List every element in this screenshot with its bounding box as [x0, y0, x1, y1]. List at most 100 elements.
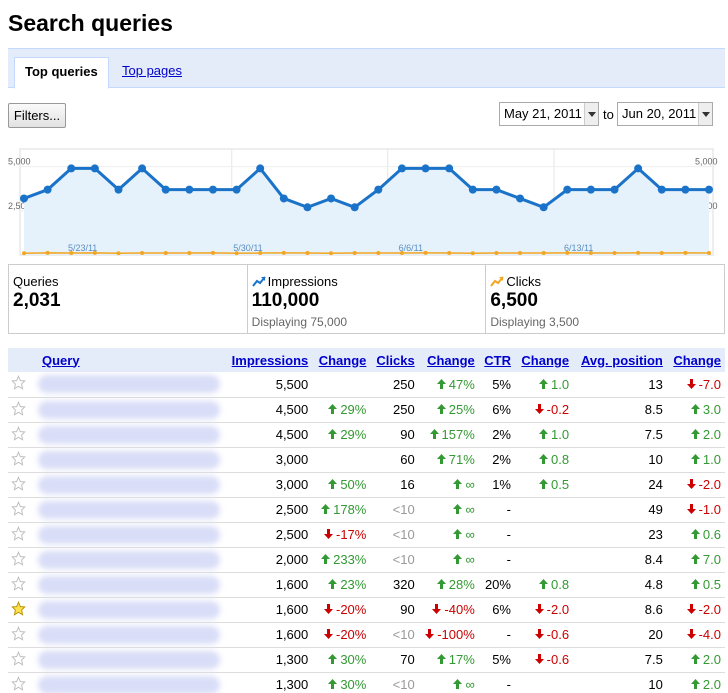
col-ctr[interactable]: CTR [484, 352, 511, 368]
impressions-point [256, 164, 265, 173]
col-ctr-change[interactable]: Change [521, 352, 570, 368]
arrow-up-icon [690, 429, 700, 442]
star-filled-icon[interactable] [8, 597, 34, 623]
clicks-point [399, 251, 404, 256]
clicks-point [305, 251, 310, 256]
col-clicks[interactable]: Clicks [376, 352, 415, 368]
ctr-change-cell: -0.2 [514, 397, 574, 423]
table-row[interactable]: 5,500 250 47% 5% 1.0 13 -7.0 [8, 372, 725, 398]
arrow-up-icon [690, 529, 700, 542]
table-row[interactable]: 2,000 233% <10 ∞ - 8.4 7.0 [8, 547, 725, 573]
impressions-point [67, 164, 76, 173]
star-icon[interactable] [8, 447, 34, 473]
date-to-value: Jun 20, 2011 [622, 106, 697, 121]
blurred-query [38, 625, 220, 644]
table-row[interactable]: 1,600 -20% 90 -40% 6% -2.0 8.6 -2.0 [8, 597, 725, 623]
arrow-up-icon [690, 654, 700, 667]
table-row[interactable]: 1,300 30% <10 ∞ - 10 2.0 [8, 672, 725, 693]
star-icon[interactable] [8, 622, 34, 648]
arrow-up-icon [453, 554, 463, 567]
query-cell[interactable] [34, 647, 224, 673]
impressions-point [350, 203, 359, 212]
query-cell[interactable] [34, 422, 224, 448]
star-icon[interactable] [8, 647, 34, 673]
star-icon[interactable] [8, 522, 34, 548]
clicks-change-cell: -40% [418, 597, 479, 623]
star-icon[interactable] [8, 397, 34, 423]
star-icon[interactable] [8, 547, 34, 573]
table-row[interactable]: 4,500 29% 250 25% 6% -0.2 8.5 3.0 [8, 397, 725, 423]
tab-top-pages[interactable]: Top pages [122, 63, 182, 78]
clicks-point [541, 251, 546, 256]
impressions-point [610, 185, 619, 194]
star-icon[interactable] [8, 497, 34, 523]
date-to-select[interactable]: Jun 20, 2011 [617, 102, 713, 126]
query-cell[interactable] [34, 547, 224, 573]
query-cell[interactable] [34, 622, 224, 648]
star-icon[interactable] [8, 422, 34, 448]
query-cell[interactable] [34, 472, 224, 498]
col-clk-change[interactable]: Change [427, 352, 475, 368]
query-cell[interactable] [34, 672, 224, 693]
stat-clicks[interactable]: Clicks 6,500 Displaying 3,500 [486, 265, 724, 333]
clicks-point [163, 251, 168, 256]
impressions-cell: 1,300 [224, 672, 313, 693]
filters-button[interactable]: Filters... [8, 103, 66, 128]
table-row[interactable]: 1,600 23% 320 28% 20% 0.8 4.8 0.5 [8, 572, 725, 598]
star-icon[interactable] [8, 672, 34, 693]
impressions-change-cell: 178% [312, 497, 371, 523]
impressions-change-cell: 233% [312, 547, 371, 573]
clicks-point [447, 251, 452, 256]
col-avg-position[interactable]: Avg. position [580, 352, 663, 368]
date-from-select[interactable]: May 21, 2011 [499, 102, 599, 126]
arrow-up-icon [328, 679, 338, 692]
clicks-point [683, 250, 688, 255]
star-icon[interactable] [8, 372, 34, 398]
col-query[interactable]: Query [42, 352, 80, 368]
table-row[interactable]: 2,500 -17% <10 ∞ - 23 0.6 [8, 522, 725, 548]
impressions-point [90, 164, 99, 173]
query-cell[interactable] [34, 597, 224, 623]
impressions-point [468, 185, 477, 194]
query-cell[interactable] [34, 572, 224, 598]
page-title: Search queries [8, 10, 173, 36]
clicks-cell: <10 [370, 672, 419, 693]
impressions-cell: 2,500 [224, 522, 313, 548]
star-icon[interactable] [8, 472, 34, 498]
impressions-cell: 2,500 [224, 497, 313, 523]
position-change-cell: 3.0 [666, 397, 725, 423]
query-cell[interactable] [34, 372, 224, 398]
table-row[interactable]: 4,500 29% 90 157% 2% 1.0 7.5 2.0 [8, 422, 725, 448]
clicks-point [707, 251, 711, 256]
stat-impressions[interactable]: Impressions 110,000 Displaying 75,000 [248, 265, 487, 333]
impressions-cell: 1,600 [224, 572, 313, 598]
col-pos-change[interactable]: Change [673, 352, 721, 368]
impressions-point [185, 185, 194, 194]
table-row[interactable]: 2,500 178% <10 ∞ - 49 -1.0 [8, 497, 725, 523]
arrow-down-icon [686, 479, 696, 492]
table-row[interactable]: 3,000 60 71% 2% 0.8 10 1.0 [8, 447, 725, 473]
query-cell[interactable] [34, 447, 224, 473]
blurred-query [38, 500, 220, 519]
table-row[interactable]: 3,000 50% 16 ∞ 1% 0.5 24 -2.0 [8, 472, 725, 498]
query-cell[interactable] [34, 497, 224, 523]
star-icon[interactable] [8, 572, 34, 598]
blurred-query [38, 525, 220, 544]
query-cell[interactable] [34, 522, 224, 548]
blurred-query [38, 450, 220, 469]
table-row[interactable]: 1,600 -20% <10 -100% - -0.6 20 -4.0 [8, 622, 725, 648]
impressions-cell: 4,500 [224, 397, 313, 423]
tab-top-queries[interactable]: Top queries [14, 57, 109, 89]
avg-position-cell: 7.5 [573, 422, 667, 448]
col-impressions[interactable]: Impressions [231, 352, 309, 368]
impressions-point [138, 164, 147, 173]
ctr-cell: 2% [478, 447, 515, 473]
ctr-change-cell: -0.6 [514, 622, 574, 648]
table-row[interactable]: 1,300 30% 70 17% 5% -0.6 7.5 2.0 [8, 647, 725, 673]
col-imp-change[interactable]: Change [318, 352, 367, 368]
stat-impressions-label: Impressions [267, 274, 338, 289]
trend-icon [490, 276, 505, 287]
impressions-change-cell: 30% [312, 647, 371, 673]
avg-position-cell: 4.8 [573, 572, 667, 598]
query-cell[interactable] [34, 397, 224, 423]
